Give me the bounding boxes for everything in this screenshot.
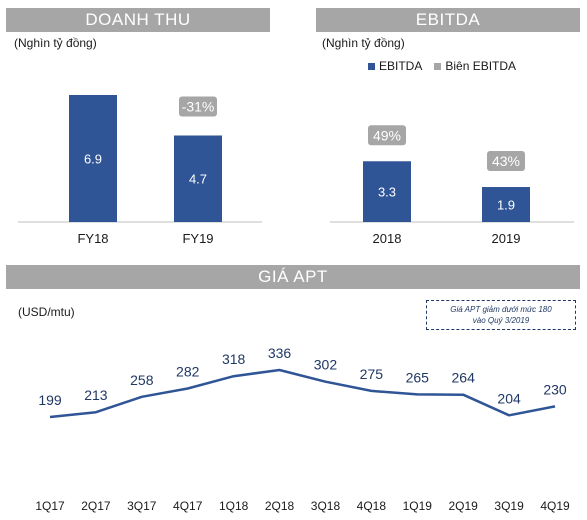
apt-note-line2: vào Quý 3/2019 — [472, 316, 530, 325]
apt-note-line1: Giá APT giảm dưới mức 180 — [450, 305, 552, 314]
ebitda-margin-2019-badge — [487, 151, 525, 172]
apt-value-label-2Q18: 336 — [268, 345, 292, 361]
ebitda-margin-2018-badge — [368, 125, 406, 146]
revenue-bar-FY19 — [174, 135, 222, 222]
apt-note-box: Giá APT giảm dưới mức 180 vào Quý 3/2019 — [426, 300, 576, 330]
margin-legend-swatch — [434, 62, 442, 70]
apt-value-label-4Q19: 230 — [543, 381, 567, 397]
revenue-header: DOANH THU — [6, 8, 270, 32]
revenue-FY19-badge-label: -31% — [182, 98, 215, 114]
apt-value-label-3Q19: 204 — [497, 390, 521, 406]
apt-tick-1Q17: 1Q17 — [35, 499, 65, 513]
ebitda-legend: EBITDA Biên EBITDA — [368, 59, 516, 73]
revenue-tick-FY19: FY19 — [182, 231, 213, 246]
apt-value-label-4Q18: 275 — [360, 366, 384, 382]
apt-value-label-1Q19: 265 — [406, 369, 430, 385]
ebitda-tick-2019: 2019 — [492, 231, 521, 246]
ebitda-legend-margin: Biên EBITDA — [445, 59, 517, 73]
apt-tick-3Q17: 3Q17 — [127, 499, 157, 513]
ebitda-tick-2018: 2018 — [373, 231, 402, 246]
revenue-FY19-badge — [179, 96, 217, 117]
apt-value-label-3Q18: 302 — [314, 357, 338, 373]
ebitda-unit-label: (Nghìn tỷ đồng) — [322, 36, 405, 50]
revenue-unit-label: (Nghìn tỷ đồng) — [14, 36, 97, 50]
apt-tick-1Q19: 1Q19 — [403, 499, 433, 513]
apt-unit-label: (USD/mtu) — [18, 305, 75, 319]
apt-tick-1Q18: 1Q18 — [219, 499, 249, 513]
apt-value-label-2Q17: 213 — [84, 387, 108, 403]
ebitda-bar-2019 — [482, 187, 530, 222]
apt-header: GIÁ APT — [6, 265, 580, 289]
apt-tick-4Q17: 4Q17 — [173, 499, 203, 513]
apt-tick-4Q18: 4Q18 — [357, 499, 387, 513]
ebitda-margin-2019-badge-label: 43% — [492, 153, 520, 169]
ebitda-bar-value-2018: 3.3 — [378, 185, 396, 200]
ebitda-bar-value-2019: 1.9 — [497, 198, 515, 213]
ebitda-margin-2018-badge-label: 49% — [373, 127, 401, 143]
apt-tick-2Q19: 2Q19 — [449, 499, 479, 513]
apt-tick-3Q18: 3Q18 — [311, 499, 341, 513]
revenue-bar-FY18 — [69, 95, 117, 222]
ebitda-header: EBITDA — [316, 8, 580, 32]
apt-value-label-2Q19: 264 — [452, 370, 476, 386]
apt-price-line — [49, 368, 556, 419]
ebitda-legend-swatch — [368, 62, 375, 70]
apt-tick-4Q19: 4Q19 — [540, 499, 570, 513]
apt-tick-2Q17: 2Q17 — [81, 499, 111, 513]
apt-value-label-1Q18: 318 — [222, 351, 246, 367]
apt-value-label-3Q17: 258 — [130, 372, 154, 388]
apt-tick-3Q19: 3Q19 — [494, 499, 524, 513]
apt-value-label-1Q17: 199 — [38, 392, 62, 408]
ebitda-legend-series: EBITDA — [379, 59, 423, 73]
apt-value-label-4Q17: 282 — [176, 364, 200, 380]
ebitda-bar-2018 — [363, 161, 411, 222]
revenue-bar-value-FY18: 6.9 — [84, 152, 102, 167]
apt-tick-2Q18: 2Q18 — [265, 499, 295, 513]
revenue-tick-FY18: FY18 — [77, 231, 108, 246]
revenue-bar-value-FY19: 4.7 — [189, 172, 207, 187]
